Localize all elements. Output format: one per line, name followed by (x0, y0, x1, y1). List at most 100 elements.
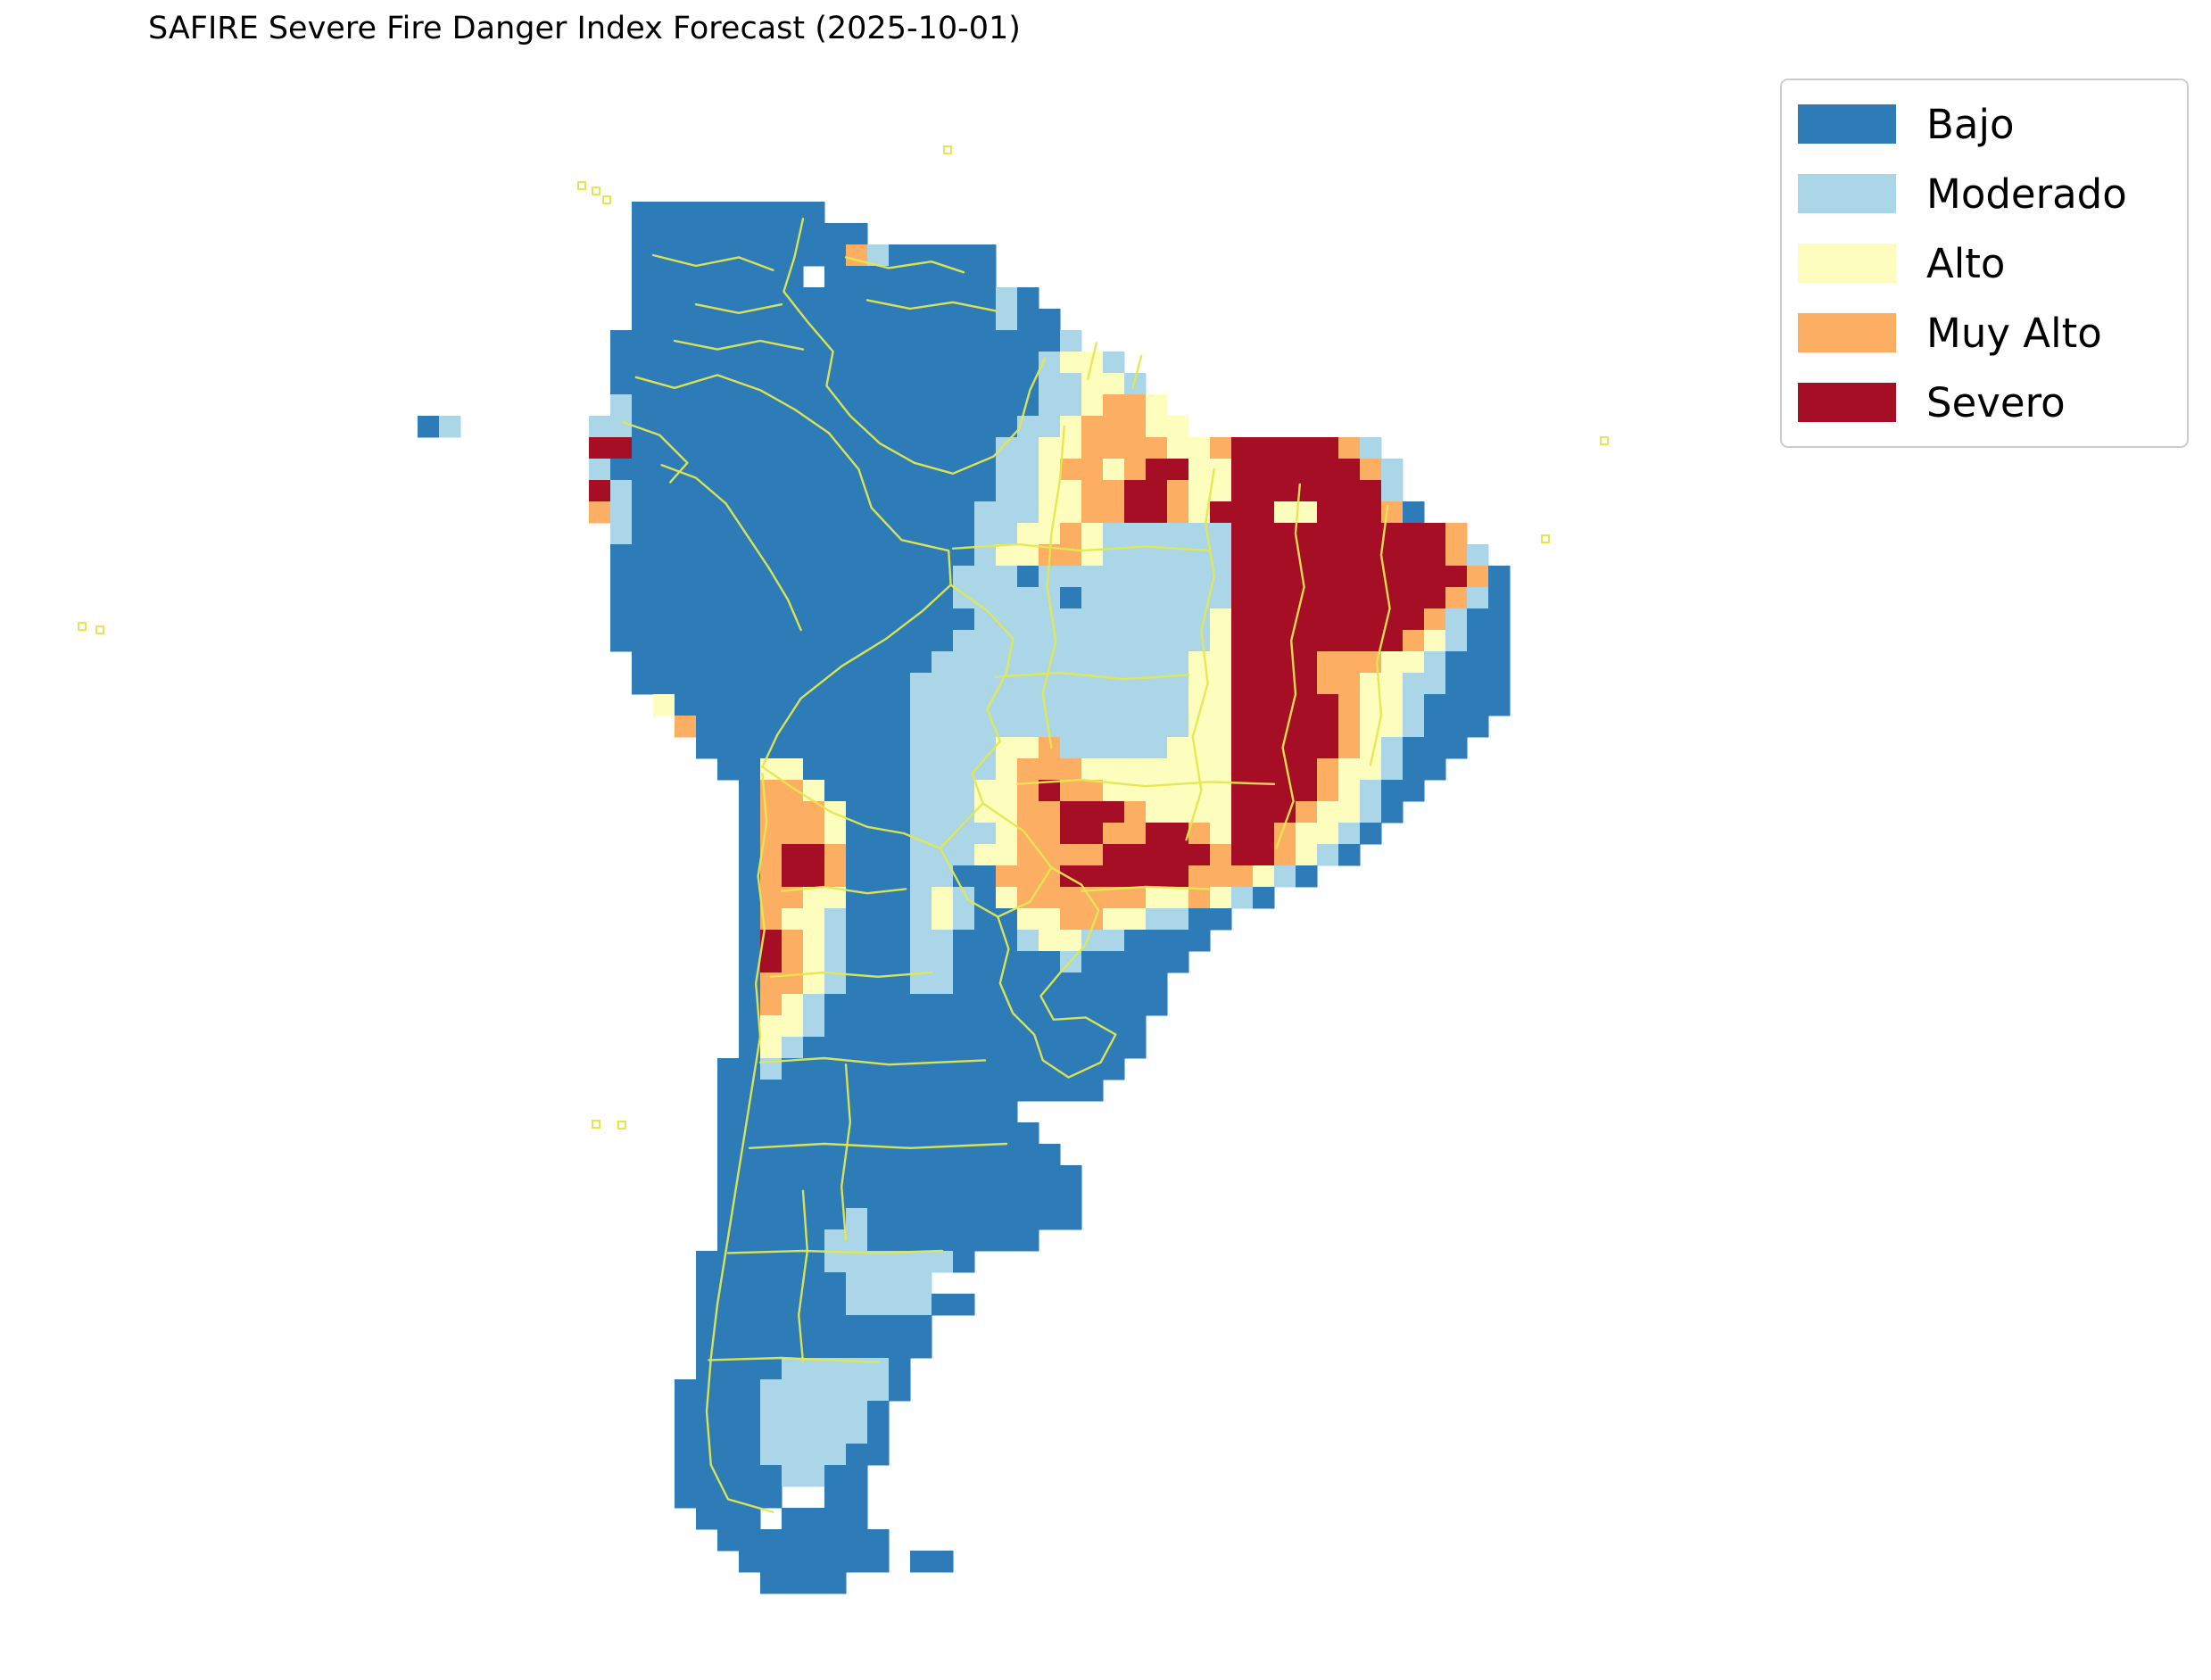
map-cell (803, 1422, 825, 1444)
map-cell (910, 716, 932, 738)
map-cell (1081, 587, 1104, 609)
map-cell (803, 480, 825, 502)
map-cell (824, 1101, 847, 1123)
map-cell (760, 1444, 783, 1466)
map-cell (824, 266, 847, 288)
map-cell (824, 823, 847, 845)
map-cell (739, 673, 761, 695)
map-cell (824, 523, 847, 545)
map-cell (1274, 844, 1296, 866)
map-cell (1360, 437, 1382, 459)
map-cell (632, 501, 654, 524)
map-cell (824, 930, 847, 952)
map-cell (1231, 587, 1254, 609)
map-cell (1210, 608, 1232, 631)
map-cell (675, 501, 697, 524)
map-cell (867, 1422, 890, 1444)
map-cell (803, 202, 825, 224)
map-cell (1124, 972, 1147, 995)
map-cell (953, 437, 975, 459)
map-cell (824, 1080, 847, 1102)
map-cell (1424, 651, 1446, 674)
map-cell (739, 1379, 761, 1402)
map-cell (1060, 758, 1082, 781)
map-cell (782, 480, 804, 502)
map-cell (1103, 951, 1125, 973)
map-cell (1017, 587, 1039, 609)
admin-boundary-line (726, 1249, 944, 1254)
legend: Bajo Moderado Alto Muy Alto Severo (1780, 79, 2189, 448)
map-cell (1296, 758, 1318, 781)
map-cell (1103, 823, 1125, 845)
map-cell (1017, 694, 1039, 716)
map-cell (739, 930, 761, 952)
map-cell (867, 1294, 890, 1316)
map-cell (824, 1422, 847, 1444)
map-cell (974, 651, 997, 674)
map-cell (782, 1529, 804, 1552)
map-cell (803, 673, 825, 695)
map-cell (996, 523, 1018, 545)
map-cell (1403, 780, 1425, 802)
map-cell (632, 373, 654, 395)
map-cell (1081, 437, 1104, 459)
map-cell (1317, 673, 1339, 695)
map-cell (1403, 501, 1425, 524)
map-cell (760, 1551, 783, 1573)
map-cell (717, 587, 740, 609)
map-cell (1103, 758, 1125, 781)
map-cell (974, 244, 997, 267)
map-cell (1445, 737, 1468, 759)
map-cell (1360, 630, 1382, 652)
map-cell (653, 544, 675, 567)
map-cell (739, 223, 761, 245)
map-cell (610, 352, 633, 374)
admin-boundary-line (949, 583, 1014, 805)
map-cell (1381, 694, 1404, 716)
map-cell (910, 1294, 932, 1316)
map-cell (974, 716, 997, 738)
map-cell (1296, 780, 1318, 802)
map-cell (953, 630, 975, 652)
map-cell (1060, 908, 1082, 931)
map-cell (1017, 1165, 1039, 1188)
map-cell (1146, 780, 1168, 802)
map-cell (932, 1187, 954, 1209)
map-cell (1146, 523, 1168, 545)
map-cell (1081, 694, 1104, 716)
map-cell (953, 608, 975, 631)
map-cell (782, 1165, 804, 1188)
map-cell (889, 930, 911, 952)
map-cell (1210, 651, 1232, 674)
map-cell (1060, 972, 1082, 995)
map-cell (846, 1080, 868, 1102)
map-cell (846, 1422, 868, 1444)
map-cell (782, 523, 804, 545)
map-cell (1124, 694, 1147, 716)
map-cell (803, 352, 825, 374)
map-cell (1060, 373, 1082, 395)
map-cell (1103, 844, 1125, 866)
map-cell (867, 716, 890, 738)
map-cell (1081, 544, 1104, 567)
map-cell (1103, 694, 1125, 716)
map-cell (739, 501, 761, 524)
map-cell (867, 1229, 890, 1252)
map-cell (867, 1529, 890, 1552)
map-cell (653, 287, 675, 310)
map-cell (1296, 801, 1318, 823)
map-cell (953, 1101, 975, 1123)
map-cell (824, 566, 847, 588)
map-cell (803, 1208, 825, 1230)
map-cell (1488, 651, 1511, 674)
map-cell (1253, 801, 1275, 823)
map-cell (932, 972, 954, 995)
map-cell (1124, 1037, 1147, 1059)
map-cell (1146, 930, 1168, 952)
map-cell (932, 330, 954, 352)
map-cell (846, 1486, 868, 1509)
map-cell (1253, 673, 1275, 695)
map-cell (696, 480, 718, 502)
map-cell (1445, 566, 1468, 588)
map-cell (1081, 716, 1104, 738)
